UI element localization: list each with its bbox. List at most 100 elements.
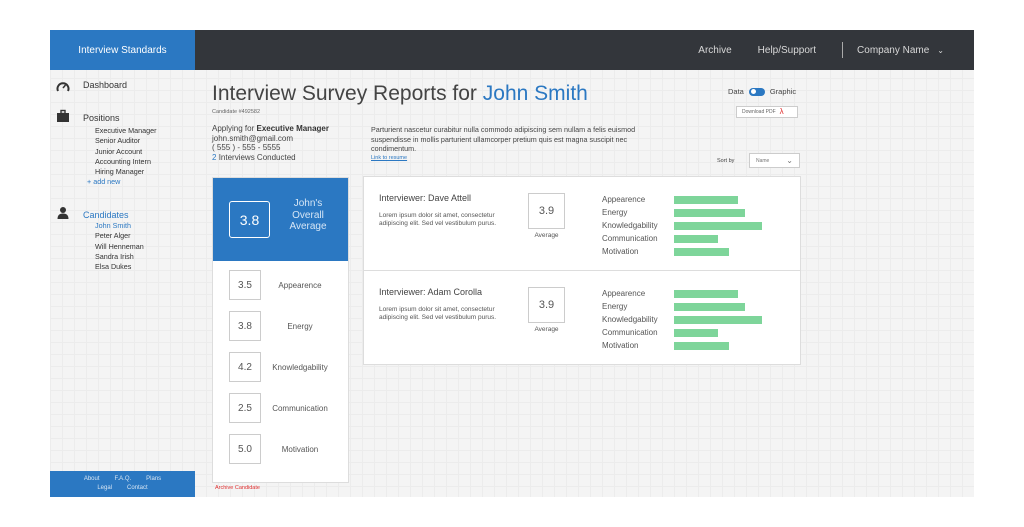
- position-item[interactable]: Junior Account: [95, 146, 143, 156]
- metric-label: Knowledgability: [272, 362, 328, 372]
- footer-contact-link[interactable]: Contact: [127, 485, 148, 491]
- score-bar: [674, 234, 718, 243]
- bar-row: Communication: [602, 232, 762, 245]
- interviewer-score: 3.9: [528, 193, 565, 229]
- pdf-icon: λ: [779, 107, 784, 116]
- metric-label: Appearence: [278, 280, 322, 290]
- candidate-item[interactable]: Sandra Irish: [95, 251, 134, 261]
- data-graphic-toggle[interactable]: [748, 87, 765, 96]
- candidate-email[interactable]: john.smith@gmail.com: [212, 133, 294, 143]
- sidebar-item-positions[interactable]: Positions: [56, 109, 120, 123]
- interviewer-name: Interviewer: Adam Corolla: [379, 287, 483, 297]
- positions-list: Executive Manager Senior Auditor Junior …: [87, 126, 157, 188]
- toggle-data-label: Data: [728, 87, 744, 96]
- score-bar: [674, 341, 729, 350]
- overall-score: 3.8: [229, 201, 270, 238]
- interviews-count: 2: [212, 152, 217, 162]
- candidate-item[interactable]: Will Henneman: [95, 241, 144, 251]
- metric-label: Communication: [272, 403, 328, 413]
- dashboard-label: Dashboard: [83, 80, 128, 90]
- score-bar: [674, 208, 745, 217]
- bar-row: Motivation: [602, 245, 762, 258]
- sort-select-value: Name: [756, 157, 770, 164]
- score-bar: [674, 195, 738, 204]
- bar-row: Energy: [602, 300, 762, 313]
- nav-help-link[interactable]: Help/Support: [757, 44, 817, 56]
- download-pdf-button[interactable]: Download PDF λ: [736, 106, 798, 118]
- company-dropdown[interactable]: Company Name ⌄: [857, 45, 944, 56]
- briefcase-icon: [57, 109, 69, 122]
- footer-faq-link[interactable]: F.A.Q.: [114, 476, 132, 482]
- interviewer-notes: Lorem ipsum dolor sit amet, consectetur …: [379, 306, 497, 321]
- footer-legal-link[interactable]: Legal: [97, 485, 112, 491]
- candidates-label: Candidates: [83, 210, 129, 220]
- metric-row: 4.2 Knowledgability: [229, 352, 339, 382]
- positions-label: Positions: [83, 113, 120, 123]
- metric-row: 2.5 Communication: [229, 393, 339, 423]
- archive-candidate-link[interactable]: Archive Candidate: [215, 485, 260, 491]
- score-bar: [674, 302, 745, 311]
- average-label: Average: [534, 232, 559, 239]
- interviewer-name: Interviewer: Dave Attell: [379, 193, 472, 203]
- metric-score: 5.0: [229, 434, 261, 464]
- score-bars: Appearence Energy Knowledgability Commun…: [602, 193, 762, 258]
- chevron-down-icon: ⌄: [786, 156, 793, 165]
- nav-archive-link[interactable]: Archive: [698, 44, 732, 56]
- interviewer-notes: Lorem ipsum dolor sit amet, consectetur …: [379, 212, 497, 227]
- bar-label: Appearence: [602, 289, 646, 298]
- report-card: Interviewer: Adam Corolla Lorem ipsum do…: [364, 270, 800, 363]
- candidate-item[interactable]: Elsa Dukes: [95, 262, 132, 272]
- download-pdf-label: Download PDF: [742, 109, 776, 115]
- chevron-down-icon: ⌄: [937, 45, 944, 55]
- average-label: Average: [534, 326, 559, 333]
- bar-row: Knowledgability: [602, 219, 762, 232]
- position-item[interactable]: Accounting Intern: [95, 156, 151, 166]
- bar-label: Knowledgability: [602, 221, 658, 230]
- report-card: Interviewer: Dave Attell Lorem ipsum dol…: [364, 177, 800, 270]
- sort-by-label: Sort by: [717, 158, 735, 164]
- footer-about-link[interactable]: About: [83, 476, 100, 482]
- footer-plans-link[interactable]: Plans: [146, 476, 162, 482]
- metric-score: 3.5: [229, 270, 261, 300]
- bar-label: Energy: [602, 208, 628, 217]
- applying-position: Executive Manager: [256, 124, 329, 133]
- sort-select[interactable]: Name ⌄: [749, 153, 800, 168]
- interviews-label: Interviews Conducted: [218, 152, 296, 162]
- metric-score: 4.2: [229, 352, 261, 382]
- metric-score: 2.5: [229, 393, 261, 423]
- link-to-resume[interactable]: Link to resume: [371, 155, 408, 161]
- bar-label: Communication: [602, 234, 658, 243]
- candidates-list: John Smith Peter Alger Will Henneman San…: [95, 221, 144, 272]
- candidate-description: Parturient nascetur curabitur nulla comm…: [371, 125, 636, 153]
- overall-label: John's Overall Average: [289, 198, 327, 232]
- overall-average-card: 3.8 John's Overall Average 3.5 Appearenc…: [212, 177, 349, 483]
- position-item[interactable]: Senior Auditor: [95, 136, 141, 146]
- bar-label: Communication: [602, 328, 658, 337]
- position-item[interactable]: Hiring Manager: [95, 167, 145, 177]
- candidate-phone: ( 555 ) - 555 - 5555: [212, 143, 281, 152]
- add-new-position-link[interactable]: + add new: [87, 177, 121, 187]
- bar-row: Knowledgability: [602, 313, 762, 326]
- bar-label: Knowledgability: [602, 315, 658, 324]
- top-nav: Archive Help/Support Company Name ⌄: [698, 30, 974, 70]
- sidebar-item-candidates[interactable]: Candidates: [56, 206, 129, 220]
- sidebar-footer: About F.A.Q. Plans Legal Contact: [50, 471, 195, 497]
- metric-row: 3.5 Appearence: [229, 270, 339, 300]
- title-prefix: Interview Survey Reports for: [212, 82, 477, 105]
- score-bar: [674, 289, 738, 298]
- sidebar-item-dashboard[interactable]: Dashboard: [56, 80, 127, 94]
- candidate-item[interactable]: Peter Alger: [95, 231, 131, 241]
- company-name: Company Name: [857, 44, 930, 56]
- nav-divider: [842, 42, 844, 58]
- score-bars: Appearence Energy Knowledgability Commun…: [602, 287, 762, 352]
- score-bar: [674, 315, 762, 324]
- view-toggle: Data Graphic: [728, 87, 796, 96]
- brand-title[interactable]: Interview Standards: [50, 30, 195, 70]
- candidate-item-active[interactable]: John Smith: [95, 221, 131, 230]
- bar-row: Energy: [602, 206, 762, 219]
- bar-label: Motivation: [602, 341, 639, 350]
- applying-line: Applying for Executive Manager: [212, 124, 329, 134]
- app-window: Interview Standards Archive Help/Support…: [50, 30, 974, 497]
- position-item[interactable]: Executive Manager: [95, 126, 157, 135]
- score-bar: [674, 328, 718, 337]
